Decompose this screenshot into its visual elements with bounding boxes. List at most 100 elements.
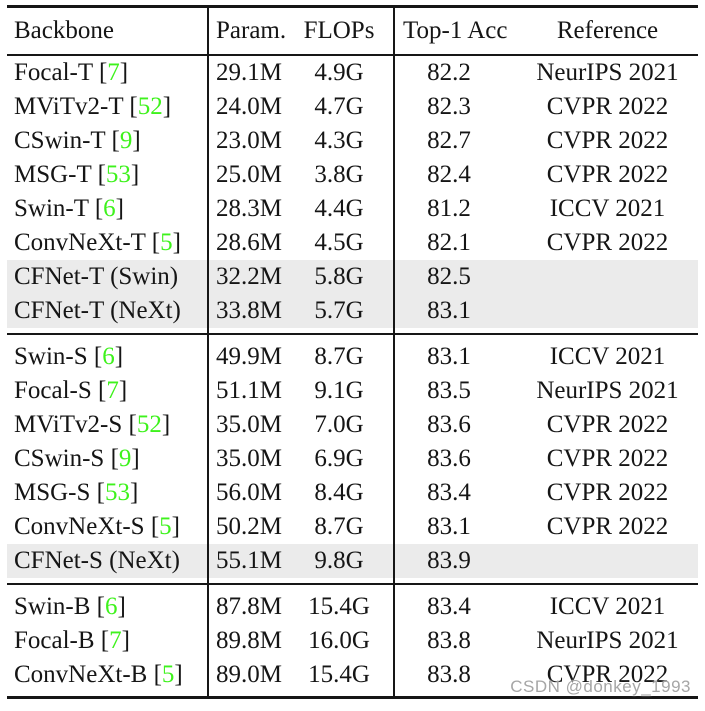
param-cell: 55.1M <box>216 547 282 574</box>
reference-cell: NeurIPS 2021 <box>536 59 679 86</box>
backbone-name: CFNet-S (NeXt) <box>14 547 180 574</box>
cite-bracket-close: ] <box>114 343 124 370</box>
reference-cell: NeurIPS 2021 <box>536 377 679 404</box>
backbone-name: Focal-S <box>14 377 92 404</box>
flops-cell: 5.7G <box>314 297 364 324</box>
backbone-cell: CFNet-S (NeXt) <box>7 544 207 578</box>
table-header-row: Backbone Param. FLOPs Top-1 Acc Referenc… <box>7 8 698 54</box>
watermark: CSDN @donkey_1993 <box>510 677 691 696</box>
citation-link[interactable]: 53 <box>105 479 130 506</box>
backbone-cell: MViTv2-T [52] <box>7 90 207 124</box>
citation-link[interactable]: 5 <box>159 513 172 540</box>
cite-bracket-open: [ <box>88 195 104 222</box>
table-row: MViTv2-S [52] 35.0M 7.0G 83.6 CVPR 2022 <box>7 408 698 442</box>
reference-cell: CVPR 2022 <box>546 93 669 120</box>
mid-rule <box>7 583 698 585</box>
table-row: CSwin-T [9] 23.0M 4.3G 82.7 CVPR 2022 <box>7 124 698 158</box>
top1-cell: 82.5 <box>427 263 471 290</box>
cite-bracket-open: [ <box>145 229 161 256</box>
param-cell: 28.3M <box>216 195 282 222</box>
top1-cell: 83.9 <box>427 547 471 574</box>
col-header-flops: FLOPs <box>303 17 375 44</box>
backbone-cell: ConvNeXt-S [5] <box>7 510 207 544</box>
backbone-name: MSG-S <box>14 479 91 506</box>
cite-bracket-open: [ <box>122 411 137 438</box>
backbone-cell: MSG-S [53] <box>7 476 207 510</box>
citation-link[interactable]: 6 <box>103 195 116 222</box>
top1-cell: 83.6 <box>427 411 471 438</box>
backbone-name: ConvNeXt-B <box>14 661 148 688</box>
citation-link[interactable]: 5 <box>161 661 175 688</box>
citation-link[interactable]: 52 <box>136 411 162 438</box>
param-cell: 89.0M <box>216 661 282 688</box>
table-row: ConvNeXt-S [5] 50.2M 8.7G 83.1 CVPR 2022 <box>7 510 698 544</box>
table-row: Swin-T [6] 28.3M 4.4G 81.2 ICCV 2021 <box>7 192 698 226</box>
col-header-param: Param. <box>216 17 287 44</box>
citation-link[interactable]: 7 <box>106 377 119 404</box>
reference-cell: CVPR 2022 <box>546 229 669 256</box>
cite-bracket-open: [ <box>144 513 160 540</box>
backbone-name: MSG-T <box>14 161 92 188</box>
flops-cell: 4.7G <box>314 93 364 120</box>
cite-bracket-close: ] <box>118 377 128 404</box>
citation-link[interactable]: 7 <box>109 627 122 654</box>
bottom-rule <box>7 696 698 699</box>
backbone-name: MViTv2-S <box>14 411 123 438</box>
backbone-cell: Focal-S [7] <box>7 374 207 408</box>
citation-link[interactable]: 9 <box>119 127 133 154</box>
mid-rule <box>7 333 698 335</box>
table-row: MSG-S [53] 56.0M 8.4G 83.4 CVPR 2022 <box>7 476 698 510</box>
param-cell: 23.0M <box>216 127 282 154</box>
table-body: Focal-T [7] 29.1M 4.9G 82.2 NeurIPS 2021 MViT… <box>7 56 698 692</box>
vertical-rule-flops-top1 <box>393 8 395 696</box>
table-row: Swin-S [6] 49.9M 8.7G 83.1 ICCV 2021 <box>7 340 698 374</box>
backbone-name: CFNet-T (NeXt) <box>14 297 181 324</box>
citation-link[interactable]: 9 <box>118 445 132 472</box>
col-header-backbone: Backbone <box>14 17 114 44</box>
citation-link[interactable]: 53 <box>105 161 131 188</box>
param-cell: 49.9M <box>216 343 282 370</box>
backbone-cell: MSG-T [53] <box>7 158 207 192</box>
header-rule <box>7 54 698 56</box>
table-row: Swin-B [6] 87.8M 15.4G 83.4 ICCV 2021 <box>7 590 698 624</box>
top-rule <box>7 5 698 8</box>
cite-bracket-close: ] <box>115 195 124 222</box>
flops-cell: 15.4G <box>308 593 370 620</box>
top1-cell: 83.4 <box>427 479 471 506</box>
table-row: Focal-T [7] 29.1M 4.9G 82.2 NeurIPS 2021 <box>7 56 698 90</box>
backbone-cell: CFNet-T (Swin) <box>7 260 207 294</box>
flops-cell: 15.4G <box>308 661 370 688</box>
top1-cell: 81.2 <box>427 195 471 222</box>
vertical-rule-backbone-param <box>207 8 209 696</box>
backbone-cell: Focal-T [7] <box>7 56 207 90</box>
table-row: CFNet-S (NeXt) 55.1M 9.8G 83.9 <box>7 544 698 578</box>
cite-bracket-open: [ <box>91 161 106 188</box>
citation-link[interactable]: 7 <box>107 59 120 86</box>
reference-cell: ICCV 2021 <box>549 593 666 620</box>
reference-cell: CVPR 2022 <box>546 445 669 472</box>
citation-link[interactable]: 6 <box>102 343 115 370</box>
top1-cell: 82.4 <box>427 161 471 188</box>
cite-bracket-open: [ <box>104 445 119 472</box>
backbone-cell: CSwin-S [9] <box>7 442 207 476</box>
cite-bracket-close: ] <box>130 479 139 506</box>
citation-link[interactable]: 52 <box>137 93 163 120</box>
cite-bracket-open: [ <box>123 93 138 120</box>
cite-bracket-close: ] <box>119 59 129 86</box>
backbone-cell: ConvNeXt-T [5] <box>7 226 207 260</box>
backbone-cell: ConvNeXt-B [5] <box>7 658 207 692</box>
flops-cell: 5.8G <box>314 263 364 290</box>
backbone-name: Swin-S <box>14 343 88 370</box>
reference-cell: CVPR 2022 <box>546 127 669 154</box>
citation-link[interactable]: 6 <box>104 593 118 620</box>
flops-cell: 8.7G <box>314 513 364 540</box>
top1-cell: 82.3 <box>427 93 471 120</box>
reference-cell: CVPR 2022 <box>546 479 669 506</box>
flops-cell: 4.4G <box>314 195 364 222</box>
backbone-name: Focal-T <box>14 59 93 86</box>
results-table: Backbone Param. FLOPs Top-1 Acc Referenc… <box>7 5 698 699</box>
backbone-name: ConvNeXt-S <box>14 513 145 540</box>
citation-link[interactable]: 5 <box>160 229 173 256</box>
top1-cell: 83.8 <box>427 661 471 688</box>
reference-cell <box>517 544 698 578</box>
